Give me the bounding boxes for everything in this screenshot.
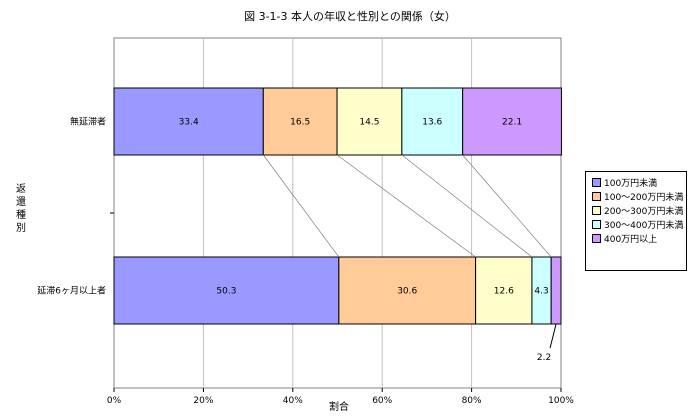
data-label-leader (549, 323, 557, 349)
x-axis-label: 割合 (329, 402, 349, 413)
legend-item: 100万円未満 (592, 176, 686, 189)
series-connector-line (401, 154, 533, 258)
x-tick-label: 100% (548, 396, 574, 406)
data-label: 22.1 (502, 118, 522, 128)
bar-segment (336, 87, 403, 156)
legend: 100万円未満 100～200万円未満 200～300万円未満 300～400万円未満… (585, 171, 687, 271)
bar-segment (475, 256, 533, 325)
data-label: 50.3 (216, 287, 236, 297)
bar-segment (550, 256, 562, 325)
x-tick-label: 20% (193, 396, 213, 406)
x-tick-label: 0% (107, 396, 122, 406)
series-connector-line (263, 154, 340, 258)
bar-segment (113, 256, 340, 325)
legend-swatch (592, 177, 601, 187)
legend-label: 100万円未満 (604, 178, 658, 189)
x-tick-label: 80% (462, 396, 482, 406)
data-label: 2.2 (537, 353, 551, 363)
bar-segment (338, 256, 477, 325)
category-label: 無延滞者 (70, 116, 106, 128)
series-connector-line (336, 154, 476, 258)
bar-segment (113, 87, 264, 156)
data-label: 30.6 (397, 287, 417, 297)
y-axis-label: 返還種別 (16, 184, 26, 234)
data-label: 16.5 (290, 118, 310, 128)
legend-item: 100～200万円未満 (592, 190, 686, 203)
legend-label: 100～200万円未満 (604, 192, 684, 203)
data-label: 12.6 (494, 287, 514, 297)
legend-swatch (592, 233, 601, 243)
data-label: 13.6 (422, 118, 442, 128)
series-connector-line (462, 154, 552, 258)
legend-item: 400万円以上 (592, 232, 686, 245)
legend-item: 300～400万円未満 (592, 218, 686, 231)
legend-swatch (592, 205, 601, 215)
bar-segment (462, 87, 562, 156)
x-tick-label: 40% (283, 396, 303, 406)
data-label: 33.4 (179, 118, 199, 128)
data-label: 4.3 (534, 287, 548, 297)
legend-label: 400万円以上 (604, 234, 658, 245)
legend-swatch (592, 219, 601, 229)
category-label: 延滞6ヶ月以上者 (37, 285, 106, 297)
data-label: 14.5 (359, 118, 379, 128)
legend-item: 200～300万円未満 (592, 204, 686, 217)
legend-label: 200～300万円未満 (604, 206, 684, 217)
bar-segment (262, 87, 338, 156)
x-tick-label: 60% (372, 396, 392, 406)
legend-swatch (592, 191, 601, 201)
legend-label: 300～400万円未満 (604, 220, 684, 231)
chart-title: 図 3-1-3 本人の年収と性別との関係（女） (244, 10, 456, 23)
